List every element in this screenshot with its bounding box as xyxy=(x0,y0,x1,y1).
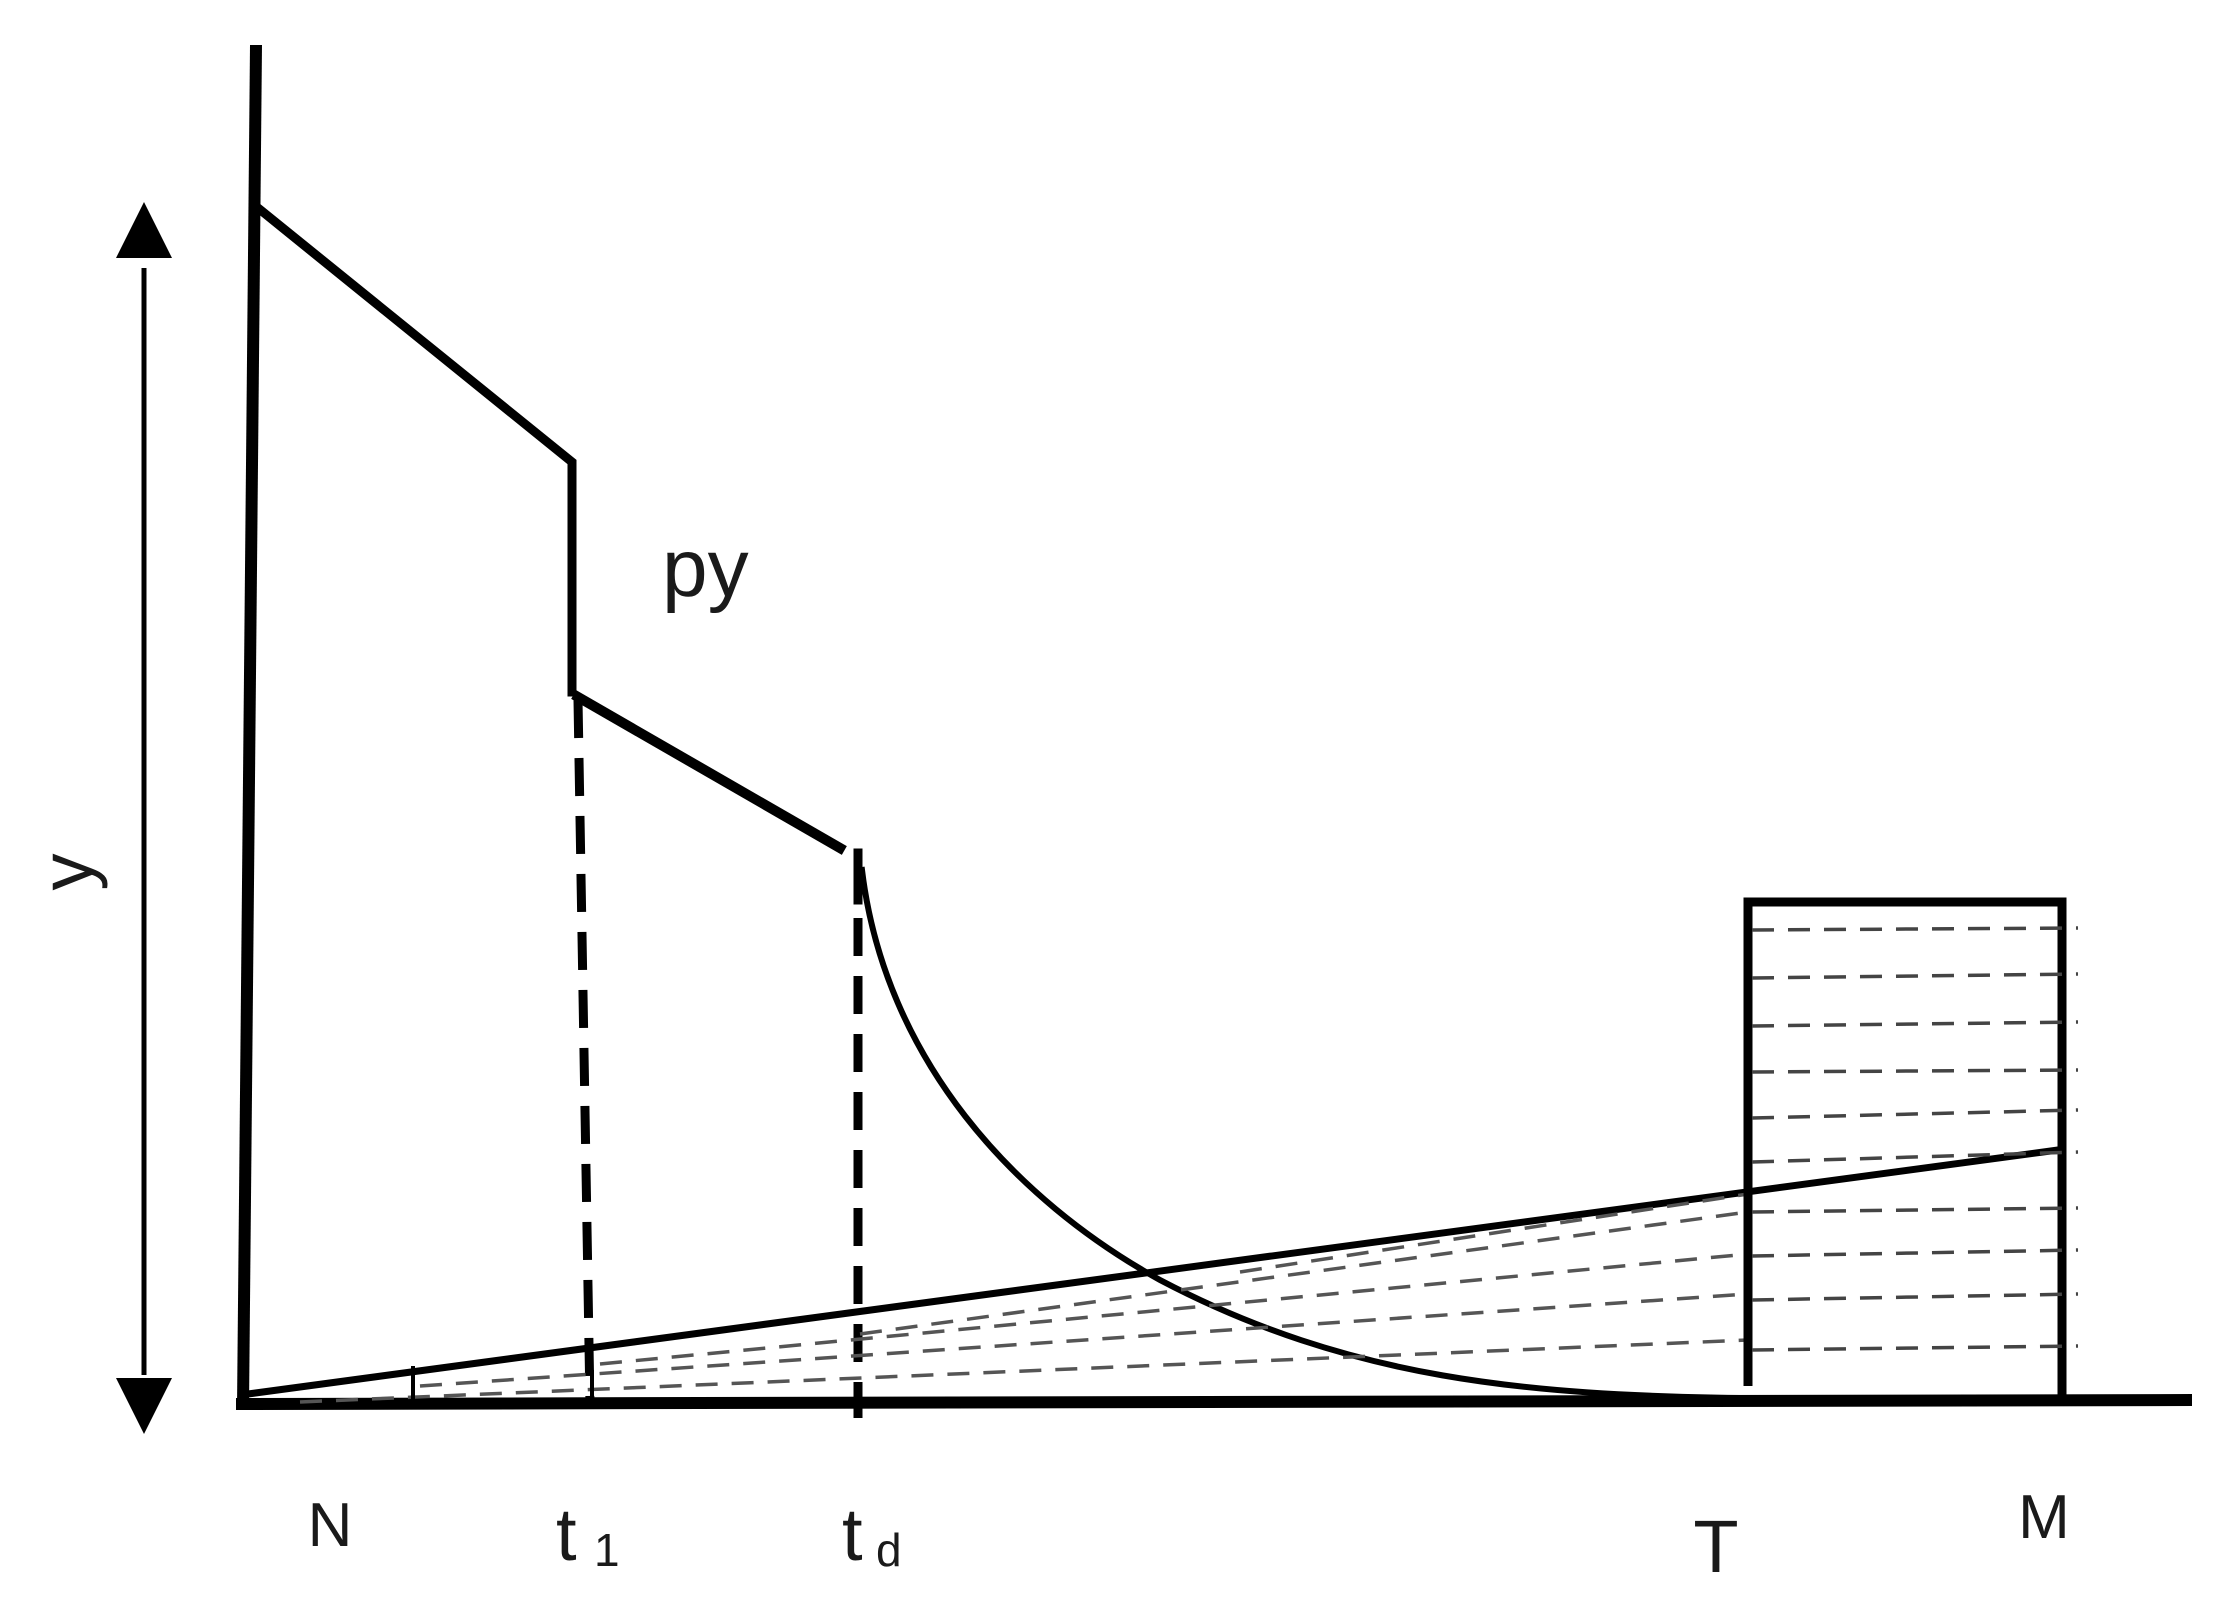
baseline-ticks xyxy=(411,1366,594,1402)
t-label: T xyxy=(1693,1505,1738,1588)
td-label: t d xyxy=(842,1493,902,1576)
py-label: py xyxy=(662,523,749,614)
svg-text:t: t xyxy=(556,1493,577,1576)
hatched-region xyxy=(299,1192,1749,1404)
storage-rectangle xyxy=(1743,897,2079,1400)
vertical-axis xyxy=(237,44,262,1409)
time-markers xyxy=(573,699,863,1418)
n-label: N xyxy=(308,1491,353,1560)
horizontal-axis xyxy=(235,1394,2193,1410)
t1-label: t 1 xyxy=(556,1493,620,1576)
m-label: M xyxy=(2018,1483,2070,1552)
rising-line xyxy=(247,1146,2059,1398)
y-dimension-arrow xyxy=(116,202,172,1434)
svg-text:d: d xyxy=(876,1524,902,1576)
svg-text:1: 1 xyxy=(594,1524,620,1576)
svg-text:t: t xyxy=(842,1493,863,1576)
y-axis-label: y xyxy=(25,854,108,891)
t1-marker-line xyxy=(573,699,595,1405)
